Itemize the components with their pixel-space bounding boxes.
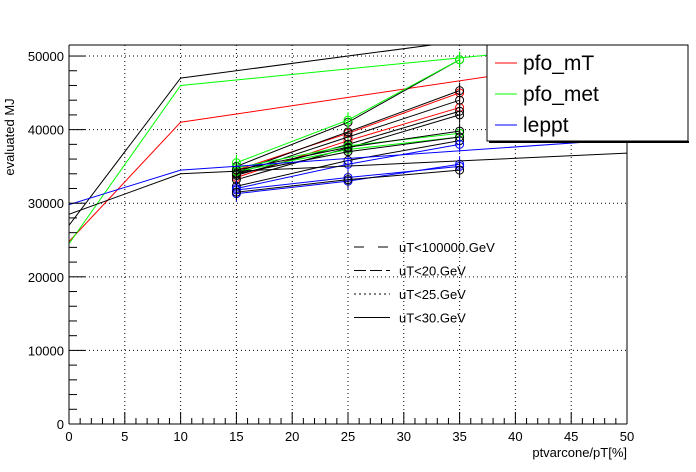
series-7 <box>69 45 595 244</box>
legend-cut-label: uT<20.GeV <box>399 264 466 279</box>
y-tick-label: 50000 <box>28 49 64 64</box>
fit-curve <box>69 45 595 244</box>
x-tick-label: 35 <box>452 429 466 444</box>
data-point <box>455 165 465 175</box>
data-point <box>343 175 353 185</box>
fit-curve <box>69 138 627 206</box>
x-tick-label: 10 <box>173 429 187 444</box>
y-axis-title: evaluated MJ <box>2 98 17 175</box>
y-tick-label: 20000 <box>28 270 64 285</box>
y-tick-label: 0 <box>57 417 64 432</box>
tick-labels: 0 5 10 15 20 25 30 35 40 45 50 0 10000 20000 30000 4000… <box>28 49 634 444</box>
legend-label: pfo_mT <box>523 52 594 75</box>
fit-curve <box>69 45 436 226</box>
x-tick-label: 45 <box>564 429 578 444</box>
legend-cut-label: uT<100000.GeV <box>399 240 495 255</box>
data-point <box>455 110 465 120</box>
legend-cuts: uT<100000.GeV uT<20.GeV uT<25.GeV uT<30.GeV <box>354 240 495 326</box>
data-point <box>455 139 465 149</box>
x-tick-label: 20 <box>285 429 299 444</box>
legend-label: leppt <box>523 114 569 137</box>
data-point <box>231 187 241 197</box>
data-point <box>455 55 465 65</box>
y-tick-label: 10000 <box>28 343 64 358</box>
data-point <box>343 159 353 169</box>
data-point <box>343 115 353 125</box>
x-tick-label: 25 <box>341 429 355 444</box>
y-tick-label: 30000 <box>28 196 64 211</box>
series-layer <box>69 45 627 244</box>
fit-curve <box>69 152 627 215</box>
x-tick-label: 15 <box>229 429 243 444</box>
data-point <box>455 86 465 96</box>
x-tick-label: 30 <box>397 429 411 444</box>
series-16 <box>69 152 627 215</box>
x-tick-label: 40 <box>508 429 522 444</box>
fit-curve <box>69 55 627 242</box>
x-tick-label: 0 <box>65 429 72 444</box>
legend-label: pfo_met <box>523 83 599 106</box>
x-tick-label: 5 <box>121 429 128 444</box>
y-tick-label: 40000 <box>28 123 64 138</box>
data-point <box>231 169 241 179</box>
x-tick-label: 50 <box>620 429 634 444</box>
legend-cut-label: uT<25.GeV <box>399 287 466 302</box>
x-axis-title: ptvarcone/pT[%] <box>532 445 627 460</box>
legend-box <box>486 44 689 142</box>
legend-cut-label: uT<30.GeV <box>399 311 466 326</box>
